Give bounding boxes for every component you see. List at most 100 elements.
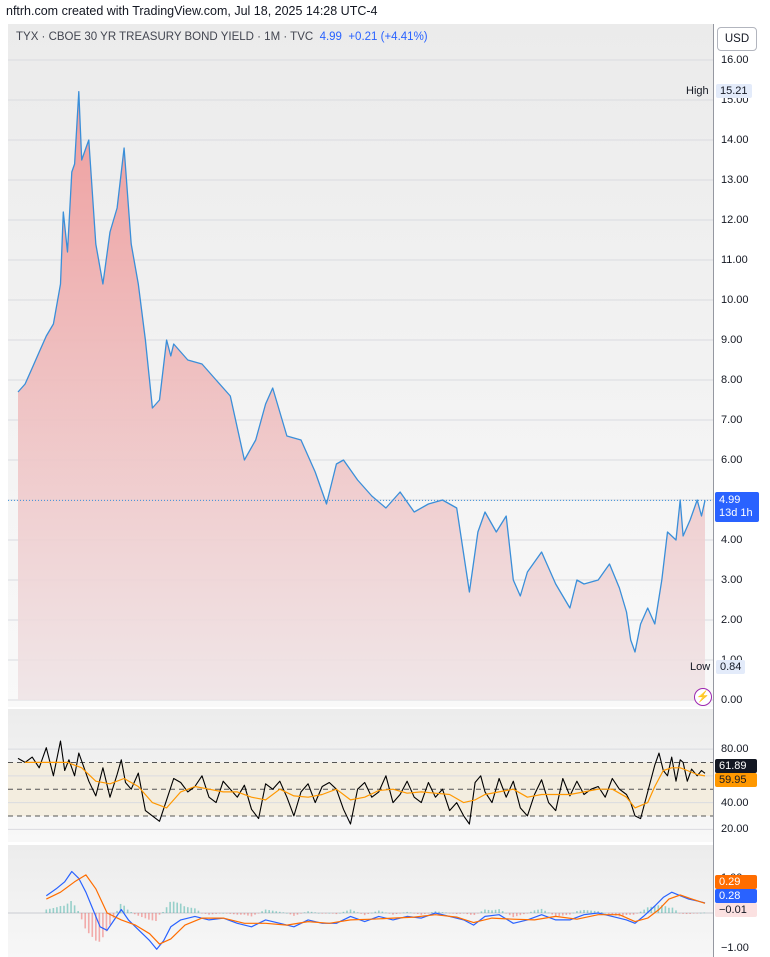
macd-histogram-bar	[374, 911, 377, 913]
macd-histogram-bar	[657, 905, 660, 913]
macd-histogram-bar	[420, 912, 423, 915]
macd-histogram-bar	[607, 912, 610, 914]
rsi-ma-badge: 59.95	[715, 773, 757, 787]
macd-histogram-bar	[593, 910, 596, 913]
macd-histogram-bar	[73, 905, 76, 913]
macd-histogram-bar	[232, 912, 235, 915]
macd-histogram-bar	[696, 912, 699, 914]
macd-histogram-bar	[661, 905, 663, 913]
macd-histogram-bar	[678, 912, 681, 914]
macd-histogram-bar	[293, 912, 295, 916]
price-axis-tick: 4.00	[721, 534, 743, 546]
lightning-icon[interactable]: ⚡	[694, 688, 712, 706]
rsi-axis-tick: 80.00	[721, 743, 749, 756]
macd-histogram-bar	[639, 911, 642, 913]
macd-histogram-bar	[250, 912, 253, 917]
macd-histogram-bar	[66, 903, 69, 913]
low-label: Low	[690, 661, 711, 673]
macd-histogram-bar	[406, 911, 408, 913]
macd-histogram-bar	[643, 909, 645, 913]
macd-histogram-bar	[572, 912, 575, 914]
macd-histogram-bar	[335, 912, 338, 915]
macd-histogram-bar	[370, 912, 373, 914]
macd-histogram-bar	[523, 912, 525, 915]
macd-histogram-bar	[448, 912, 451, 914]
price-axis-tick: 6.00	[721, 454, 743, 466]
rsi-axis-tick: 40.00	[721, 796, 749, 809]
macd-histogram-bar	[105, 912, 108, 932]
macd-histogram-bar	[385, 912, 387, 914]
macd-histogram-bar	[586, 910, 589, 913]
macd-histogram-bar	[392, 912, 394, 915]
macd-histogram-bar	[119, 903, 122, 913]
macd-histogram-bar	[286, 912, 288, 914]
price-axis-tick: 0.00	[721, 694, 743, 706]
macd-histogram-bar	[558, 912, 561, 916]
macd-histogram-bar	[49, 908, 51, 913]
macd-histogram-bar	[519, 912, 522, 916]
bar-countdown: 13d 1h	[719, 507, 753, 519]
macd-histogram-bar	[682, 912, 684, 914]
macd-histogram-bar	[625, 912, 628, 916]
macd-histogram-bar	[158, 912, 161, 915]
price-axis-tick: 2.00	[721, 614, 743, 626]
macd-histogram-bar	[653, 906, 656, 913]
last-price: 4.99	[319, 31, 342, 43]
macd-histogram-bar	[484, 909, 486, 913]
macd-histogram-bar	[597, 911, 599, 913]
macd-histogram-bar	[466, 912, 469, 915]
signal-line	[46, 874, 706, 945]
price-series-line	[17, 90, 706, 653]
macd-histogram-bar	[300, 912, 302, 914]
macd-histogram-bar	[353, 910, 355, 913]
price-axis-tick: 8.00	[721, 374, 743, 386]
macd-histogram-bar	[477, 912, 479, 914]
macd-histogram-bar	[346, 910, 348, 913]
macd-histogram-bar	[310, 911, 313, 913]
histogram-value-badge: −0.01	[715, 903, 757, 917]
macd-histogram-bar	[367, 912, 370, 914]
macd-histogram-bar	[63, 905, 65, 913]
macd-histogram-bar	[211, 912, 214, 915]
macd-histogram-bar	[413, 912, 416, 914]
macd-histogram-bar	[583, 909, 585, 913]
macd-histogram-bar	[133, 912, 136, 915]
macd-histogram-bar	[236, 912, 239, 915]
macd-histogram-bar	[395, 912, 398, 914]
macd-histogram-bar	[77, 910, 79, 913]
macd-histogram-bar	[87, 912, 90, 934]
macd-histogram-bar	[462, 912, 465, 914]
macd-histogram-bar	[576, 911, 578, 913]
price-axis-tick: 16.00	[721, 54, 749, 66]
macd-histogram-bar	[540, 908, 543, 913]
macd-histogram-bar	[441, 912, 444, 913]
macd-histogram-bar	[604, 912, 607, 914]
macd-histogram-bar	[431, 912, 433, 913]
macd-histogram-bar	[356, 912, 359, 913]
macd-histogram-bar	[307, 911, 309, 913]
macd-histogram-bar	[516, 912, 518, 917]
symbol-title: TYX · CBOE 30 YR TREASURY BOND YIELD · 1…	[16, 31, 314, 43]
macd-histogram-bar	[590, 910, 592, 913]
price-axis-tick: 11.00	[721, 254, 748, 266]
macd-histogram-bar	[438, 911, 440, 913]
rsi-value-badge: 61.89	[715, 759, 757, 773]
macd-histogram-bar	[554, 912, 557, 917]
macd-histogram-bar	[225, 912, 228, 914]
price-axis-tick: 14.00	[721, 134, 749, 146]
macd-histogram-bar	[636, 912, 638, 914]
currency-button[interactable]: USD	[717, 27, 757, 51]
macd-histogram-bar	[208, 912, 210, 915]
macd-histogram-bar	[296, 912, 299, 915]
symbol-legend[interactable]: TYX · CBOE 30 YR TREASURY BOND YIELD · 1…	[16, 31, 428, 43]
macd-histogram-bar	[229, 912, 232, 914]
macd-histogram-bar	[289, 912, 292, 915]
macd-histogram-bar	[537, 909, 539, 913]
high-label: High	[686, 85, 709, 97]
macd-pane[interactable]	[8, 845, 713, 957]
rsi-axis-tick: 20.00	[721, 823, 749, 836]
macd-histogram-bar	[218, 912, 221, 914]
macd-histogram-bar	[187, 907, 189, 913]
macd-histogram-bar	[102, 912, 104, 938]
macd-histogram-bar	[194, 908, 196, 913]
